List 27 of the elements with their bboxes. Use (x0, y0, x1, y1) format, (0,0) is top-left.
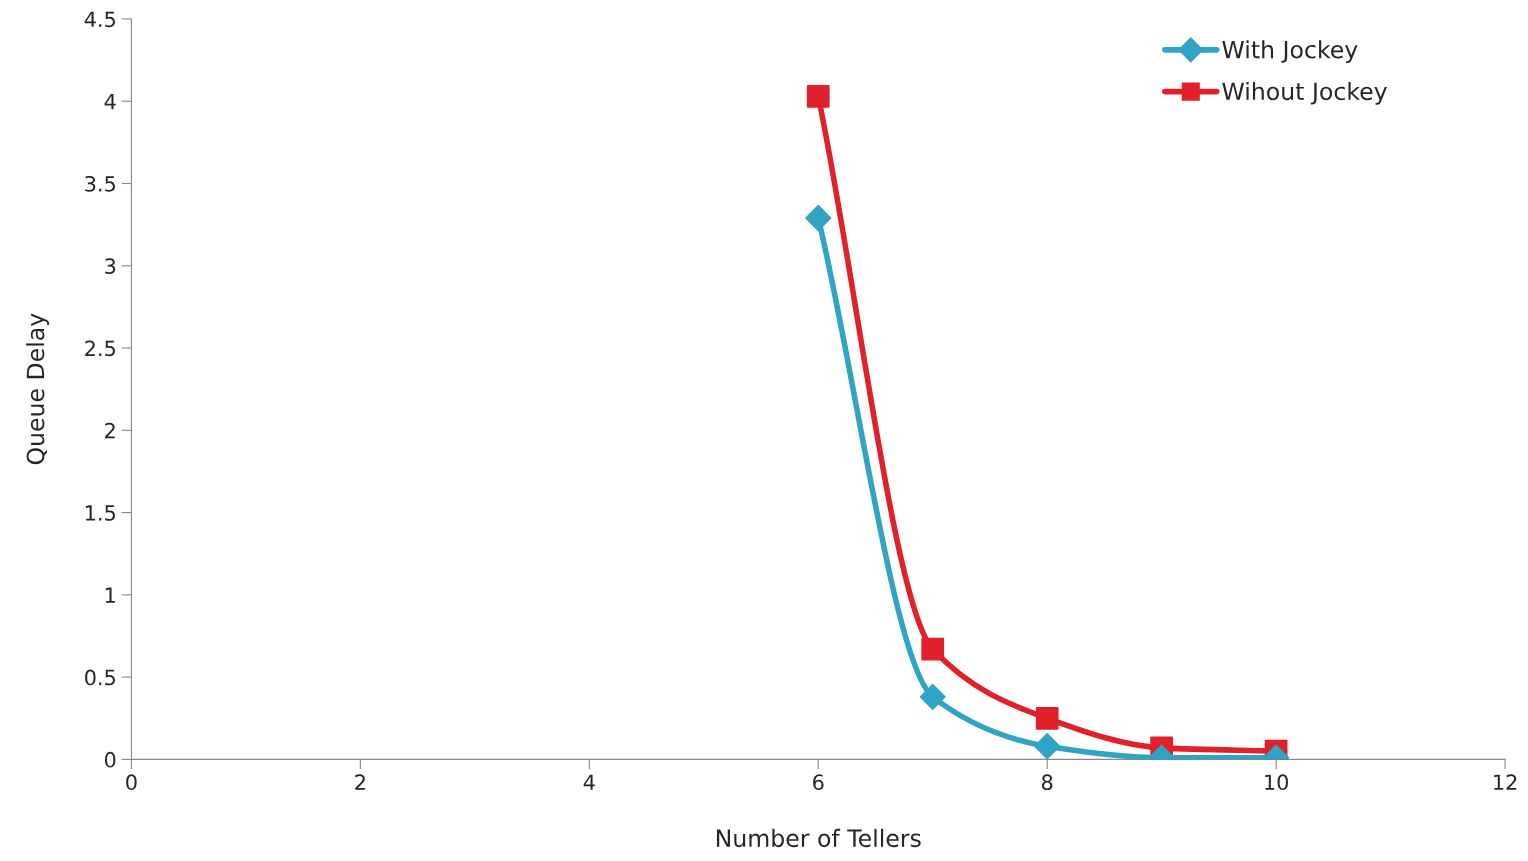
x-tick-label: 8 (1041, 774, 1053, 791)
point (919, 683, 946, 711)
point (1035, 706, 1059, 730)
x-tick-label: 2 (355, 774, 365, 790)
point (805, 204, 832, 232)
y-tick-label: 1 (105, 587, 115, 603)
legend-label: Wihout Jockey (1222, 81, 1387, 105)
y-tick-label: 4.5 (84, 11, 116, 28)
y-tick-label: 1.5 (85, 505, 116, 521)
legend-label: With Jockey (1222, 40, 1358, 64)
y-axis-title: Queue Delay (26, 313, 49, 465)
y-tick-label: 3 (105, 258, 116, 274)
x-tick-label: 0 (126, 774, 137, 791)
x-axis-title: Number of Tellers (716, 828, 921, 848)
x-tick-label: 4 (583, 774, 595, 790)
point (1034, 733, 1061, 760)
y-tick-label: 0 (104, 751, 116, 768)
y-tick-label: 0.5 (85, 669, 116, 686)
y-tick-label: 4 (104, 93, 116, 110)
y-tick-label: 2.5 (85, 340, 116, 357)
x-tick-label: 6 (813, 774, 824, 791)
point (921, 637, 945, 661)
y-tick-label: 2 (105, 422, 115, 439)
x-tick-label: 10 (1265, 774, 1289, 791)
point (806, 84, 830, 108)
x-tick-label: 12 (1494, 774, 1517, 790)
y-tick-label: 3.5 (85, 175, 116, 192)
